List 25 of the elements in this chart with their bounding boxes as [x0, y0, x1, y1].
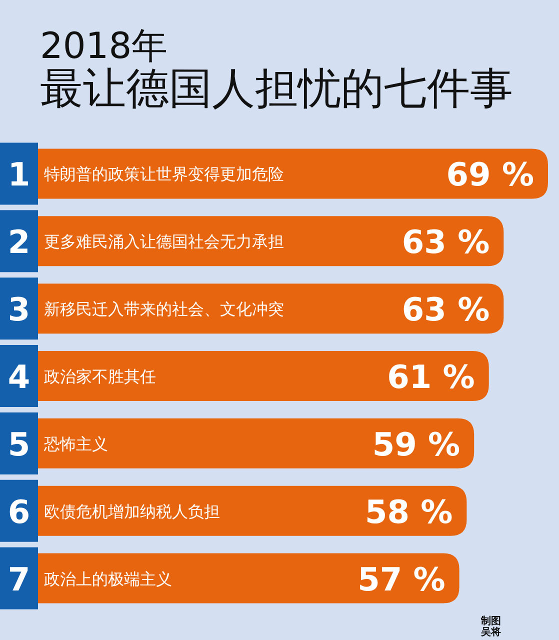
y-tick-label: 新移民迁入带来的社会、文化冲突	[44, 300, 284, 319]
y-tick-label: 政治上的极端主义	[44, 569, 172, 588]
text: 5	[8, 425, 30, 464]
chart-subtitle: 最让德国人担忧的七件事	[40, 64, 513, 114]
text: 4	[8, 358, 30, 396]
data-label: 58 %	[364, 492, 453, 531]
y-tick-label: 政治家不胜其任	[44, 367, 156, 386]
data-label: 57 %	[358, 560, 446, 598]
text: 1	[8, 156, 30, 194]
data-label: 61 %	[387, 358, 475, 396]
text: 6	[8, 492, 30, 531]
y-tick-label: 恐怖主义	[43, 434, 108, 454]
text: 制图	[480, 615, 501, 627]
data-label: 69 %	[446, 156, 534, 194]
y-tick-label: 特朗普的政策让世界变得更加危险	[44, 164, 284, 184]
data-label: 59 %	[372, 425, 460, 464]
chart-title: 2018年	[40, 26, 168, 67]
text: 7	[8, 560, 30, 598]
text: 3	[8, 290, 30, 329]
y-tick-label: 欧债危机增加纳税人负担	[44, 502, 220, 521]
y-tick-label: 更多难民涌入让德国社会无力承担	[44, 232, 284, 252]
data-label: 63 %	[402, 223, 490, 262]
data-label: 63 %	[402, 290, 490, 329]
text: 吴将	[480, 626, 501, 638]
text: 2	[8, 223, 30, 262]
